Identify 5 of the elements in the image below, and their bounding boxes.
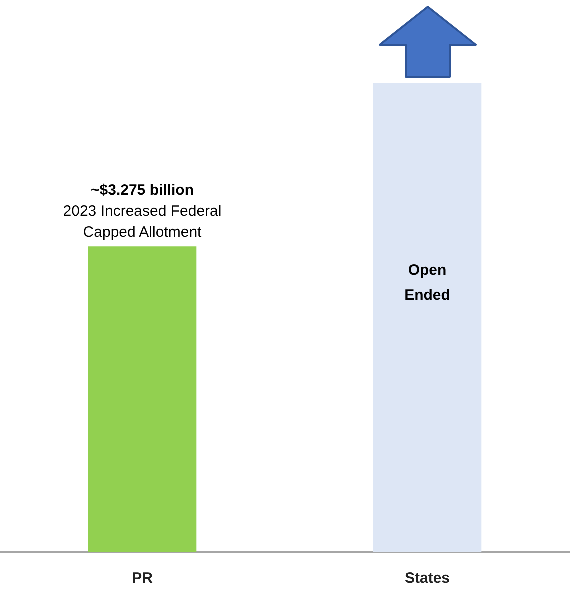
data-label: ~$3.275 billion — [91, 182, 194, 199]
x-tick-label: States — [404, 570, 450, 588]
x-tick-label: PR — [132, 570, 154, 588]
annotation: 2023 Increased Federal Capped Allotment — [63, 202, 222, 241]
data-label: Open Ended — [404, 262, 450, 304]
